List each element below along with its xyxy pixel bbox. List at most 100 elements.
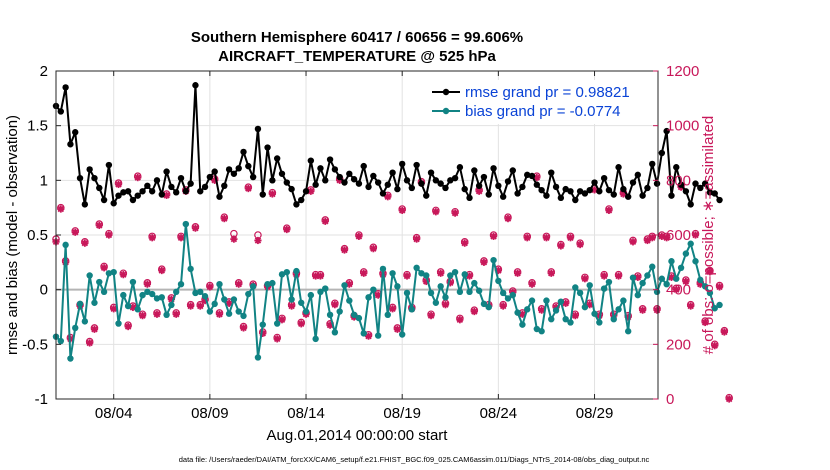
bias-marker <box>600 285 608 292</box>
obs-assimilated-marker <box>90 325 99 333</box>
obs-assimilated-marker <box>215 310 224 318</box>
bias-marker <box>346 297 353 304</box>
bias-marker <box>682 250 690 257</box>
bias-marker <box>586 282 593 289</box>
rmse-marker <box>336 173 343 181</box>
obs-assimilated-marker <box>158 266 166 275</box>
bias-marker <box>514 309 521 316</box>
rmse-marker <box>216 193 223 200</box>
bias-marker <box>317 288 324 296</box>
rmse-marker <box>701 180 709 187</box>
x-tick-labels: 08/04 08/09 08/14 08/19 08/24 08/29 <box>95 405 613 422</box>
bias-marker <box>649 263 656 270</box>
bias-marker <box>312 335 319 343</box>
rmse-marker <box>514 190 521 197</box>
bias-marker <box>394 283 401 290</box>
obs-assimilated-marker <box>134 174 142 182</box>
y2-tick-label: 400 <box>666 282 691 299</box>
rmse-marker <box>245 162 252 170</box>
bias-marker <box>298 299 305 306</box>
obs-assimilated-marker <box>355 232 363 240</box>
obs-assimilated-marker <box>720 328 728 336</box>
rmse-marker <box>278 170 286 177</box>
bias-marker <box>225 310 233 317</box>
rmse-marker <box>480 173 488 181</box>
obs-assimilated-marker <box>470 307 478 316</box>
obs-assimilated-marker <box>95 221 103 230</box>
bias-marker <box>307 291 315 299</box>
rmse-marker <box>557 194 565 202</box>
bias-marker <box>350 311 358 319</box>
rmse-marker <box>528 172 536 180</box>
y-tick-label: 0.5 <box>27 227 48 244</box>
obs-assimilated-marker <box>254 236 262 245</box>
legend-rmse-marker <box>442 88 450 96</box>
y2-tick-labels: 0 200 400 600 800 1000 1200 <box>666 63 699 408</box>
bias-marker <box>567 319 574 326</box>
bias-marker <box>163 311 170 319</box>
bias-marker <box>644 272 651 279</box>
rmse-marker <box>567 188 574 195</box>
bias-marker <box>221 296 228 303</box>
rmse-marker <box>639 192 646 199</box>
bias-marker <box>663 281 670 288</box>
bias-marker <box>634 291 642 299</box>
obs-assimilated-marker <box>384 193 392 201</box>
rmse-marker <box>543 192 550 199</box>
rmse-marker <box>67 141 74 148</box>
rmse-marker <box>437 180 444 187</box>
rmse-marker <box>350 176 358 183</box>
rmse-marker <box>298 196 305 204</box>
rmse-marker <box>706 189 714 196</box>
rmse-marker <box>677 181 685 188</box>
obs-assimilated-marker <box>191 224 200 232</box>
rmse-marker <box>355 180 363 187</box>
bias-marker <box>668 258 675 265</box>
bias-marker <box>692 258 699 265</box>
y-tick-label: 1.5 <box>27 118 48 135</box>
rmse-marker <box>370 172 377 180</box>
obs-assimilated-marker <box>124 322 132 331</box>
obs-assimilated-marker <box>504 215 512 223</box>
bias-marker <box>374 332 382 339</box>
rmse-marker <box>254 125 262 133</box>
bias-marker <box>509 291 516 299</box>
y2-tick-label: 200 <box>666 336 691 353</box>
obs-assimilated-marker <box>663 234 671 242</box>
obs-assimilated-marker <box>711 342 719 350</box>
obs-assimilated-marker <box>475 187 483 195</box>
rmse-marker <box>456 164 464 171</box>
bias-marker <box>134 306 141 313</box>
bias-marker <box>624 328 632 335</box>
bias-marker <box>495 277 502 285</box>
bias-marker <box>524 306 531 313</box>
rmse-marker <box>461 185 468 193</box>
rmse-marker <box>269 177 276 184</box>
bias-marker <box>148 290 156 298</box>
bias-marker <box>197 288 204 296</box>
rmse-marker <box>495 182 502 189</box>
bias-marker <box>360 330 367 337</box>
bias-marker <box>504 295 512 302</box>
legend-bias-label: bias grand pr = -0.0774 <box>465 103 621 120</box>
bias-marker <box>249 283 257 290</box>
obs-assimilated-marker <box>456 316 464 324</box>
bias-marker <box>533 325 541 333</box>
rmse-marker <box>610 191 617 198</box>
bias-marker <box>423 272 430 279</box>
bias-marker <box>273 320 281 327</box>
rmse-marker <box>115 192 122 199</box>
obs-assimilated-marker <box>114 180 123 189</box>
bias-marker <box>288 296 295 303</box>
obs-assimilated-marker <box>393 325 401 333</box>
rmse-marker <box>591 179 598 186</box>
rmse-marker <box>307 157 315 164</box>
obs-assimilated-marker <box>196 302 204 310</box>
bias-marker <box>326 311 334 319</box>
legend: rmse grand pr = 0.98821 bias grand pr = … <box>428 80 655 124</box>
obs-assimilated-marker <box>187 302 195 310</box>
bias-marker <box>336 308 343 315</box>
rmse-marker <box>533 181 541 188</box>
obs-assimilated-marker <box>331 301 339 309</box>
